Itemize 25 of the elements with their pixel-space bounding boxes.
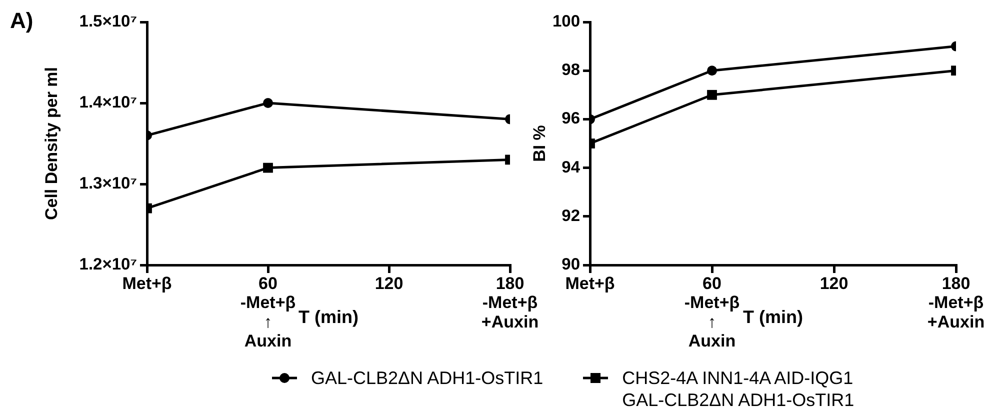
y-axis-title: BI %	[530, 125, 549, 162]
x-axis-title: T (min)	[298, 306, 358, 327]
y-tick-label: 94	[562, 158, 581, 176]
x-tick-label: 180 -Met+β +Auxin	[481, 274, 539, 332]
y-tick-label: 1.3×10⁷	[79, 174, 138, 193]
legend-label: CHS2-4A INN1-4A AID-IQG1 GAL-CLB2ΔN ADH1-OsTIR1	[622, 367, 856, 411]
y-tick-label: 98	[562, 61, 580, 80]
y-tick-label: 96	[562, 110, 580, 128]
y-tick-label: 100	[552, 12, 580, 31]
y-tick-label: 1.5×10⁷	[79, 12, 138, 31]
y-axis-title: Cell Density per ml	[42, 66, 61, 220]
x-tick-label: Met+β	[565, 274, 615, 294]
x-tick-label: 60 -Met+β ↑ Auxin	[240, 274, 296, 350]
x-tick-label: 60 -Met+β ↑ Auxin	[684, 274, 740, 350]
x-tick-label: 180 -Met+β +Auxin	[927, 274, 985, 332]
x-tick-label: 120	[820, 274, 848, 294]
x-axis-title: T (min)	[743, 306, 803, 327]
legend-label: GAL-CLB2ΔN ADH1-OsTIR1	[311, 367, 544, 389]
y-tick-label: 1.4×10⁷	[79, 94, 138, 112]
y-tick-label: 92	[562, 206, 580, 225]
x-tick-label: Met+β	[122, 274, 172, 294]
y-tick-label: 1.2×10⁷	[79, 256, 138, 274]
x-tick-label: 120	[374, 274, 404, 294]
text: A)	[10, 8, 34, 34]
y-tick-label: 90	[562, 256, 580, 274]
